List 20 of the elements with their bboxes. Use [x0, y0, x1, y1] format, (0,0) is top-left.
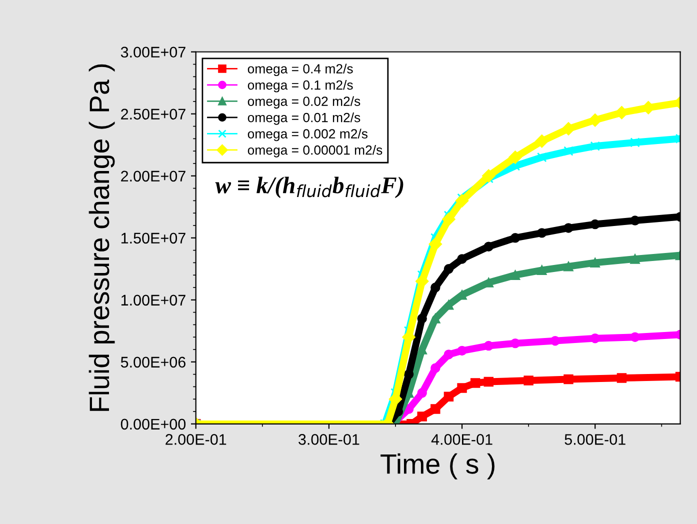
legend-label: omega = 0.00001 m2/s: [248, 145, 382, 158]
y-tick-label: 5.00E+06: [120, 356, 186, 368]
y-tick-label: 1.00E+07: [121, 294, 186, 306]
legend-label: omega = 0.002 m2/s: [248, 128, 368, 142]
annotation: w ≡ k/(h$_{fluid}$b$_{fluid}$F): [215, 176, 404, 198]
legend-label: omega = 0.02 m2/s: [248, 96, 360, 109]
y-tick-label: 0.00E+00: [120, 418, 186, 430]
legend-label: omega = 0.1 m2/s: [248, 80, 353, 92]
x-axis-title: Time ( s ): [380, 453, 494, 480]
y-tick-label: 3.00E+07: [120, 46, 186, 58]
x-tick-label: 4.00E-01: [431, 434, 492, 445]
y-tick-label: 1.50E+07: [121, 232, 186, 244]
x-tick-label: 5.00E-01: [564, 434, 626, 445]
x-tick-label: 2.00E-01: [166, 434, 226, 445]
y-tick-label: 2.00E+07: [121, 170, 186, 182]
x-tick-label: 3.00E-01: [298, 434, 360, 445]
legend-label: omega = 0.01 m2/s: [248, 112, 360, 125]
y-tick-label: 2.50E+07: [121, 108, 186, 120]
y-axis-title: Fluid pressure change ( Pa ): [88, 64, 115, 411]
legend-label: omega = 0.4 m2/s: [248, 64, 353, 76]
